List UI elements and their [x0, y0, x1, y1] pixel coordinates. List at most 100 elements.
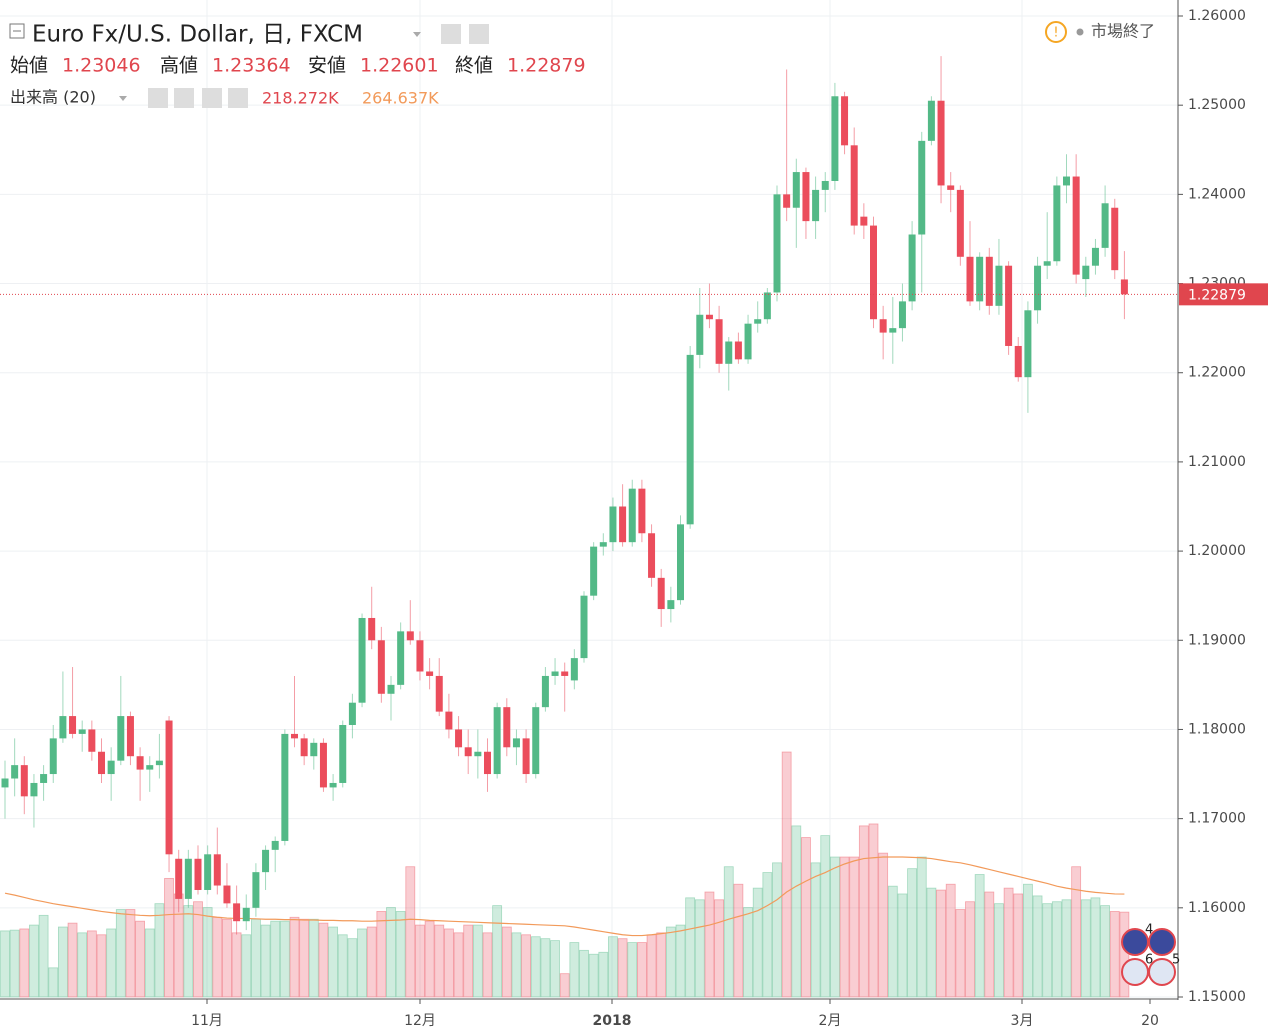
volume-bar	[299, 918, 310, 998]
y-tick-label: 1.22000	[1188, 365, 1246, 381]
volume-bar	[579, 949, 589, 998]
candle-body	[725, 341, 733, 364]
volume-bar	[762, 872, 773, 998]
candle-body	[638, 488, 646, 534]
volume-bar	[357, 928, 367, 998]
close-icon[interactable]	[228, 88, 248, 108]
ohlc-value: 1.22879	[507, 55, 586, 77]
candle-body	[541, 675, 549, 708]
candle-body	[493, 707, 501, 775]
x-tick-label: 2月	[819, 1013, 842, 1029]
volume-bar	[540, 938, 551, 998]
ohlc-value: 1.23046	[62, 55, 141, 77]
plus-icon[interactable]	[202, 88, 222, 108]
volume-bar	[945, 883, 956, 998]
eye-icon[interactable]	[148, 88, 168, 108]
volume-bar	[772, 862, 782, 998]
candle-body	[879, 319, 887, 333]
candle-body	[889, 328, 897, 333]
volume-bar	[453, 932, 464, 998]
candle-body	[368, 617, 376, 641]
volume-bar	[878, 852, 889, 998]
ohlc-value: 1.22601	[360, 55, 439, 77]
y-tick-label: 1.16000	[1188, 900, 1246, 916]
y-tick-label: 1.25000	[1188, 97, 1246, 113]
gear-icon[interactable]	[174, 88, 194, 108]
candle-body	[213, 854, 221, 886]
candle-body	[107, 760, 115, 775]
gear-icon[interactable]	[469, 24, 489, 44]
volume-bar	[154, 903, 165, 998]
status-dot	[1076, 28, 1084, 36]
event-count: 4	[1145, 923, 1153, 938]
candle-body	[744, 323, 752, 360]
eye-icon[interactable]	[441, 24, 461, 44]
last-price-label: 1.22879	[1188, 287, 1246, 303]
volume-bar	[115, 909, 126, 998]
volume-bar	[887, 885, 898, 998]
volume-bar	[637, 942, 647, 998]
candle-body	[455, 729, 463, 748]
candle-body	[136, 756, 144, 770]
y-tick-label: 1.24000	[1188, 186, 1246, 202]
candle-body	[1005, 265, 1013, 346]
y-tick-label: 1.18000	[1188, 721, 1246, 737]
volume-bar	[58, 926, 68, 998]
volume-bar	[434, 924, 445, 998]
candle-body	[194, 858, 202, 890]
dropdown-arrow[interactable]	[119, 96, 127, 101]
event-marker[interactable]	[1148, 958, 1176, 986]
volume-bar	[530, 936, 541, 998]
volume-bar	[704, 891, 715, 998]
volume-bar	[974, 874, 985, 998]
candle-body	[426, 671, 434, 676]
candle-body	[445, 711, 453, 730]
candle-body	[985, 256, 993, 306]
event-marker[interactable]	[1148, 928, 1176, 956]
volume-bar	[164, 877, 174, 998]
volume-bar	[1071, 866, 1082, 998]
volume-bar	[752, 887, 763, 998]
volume-bar	[405, 866, 416, 998]
x-tick-label: 20	[1141, 1013, 1159, 1029]
volume-bar	[714, 899, 724, 998]
volume-bar	[965, 901, 975, 998]
candle-body	[908, 234, 916, 302]
volume-bar	[1090, 897, 1101, 998]
candle-body	[11, 765, 19, 779]
candle-body	[705, 314, 713, 320]
candle-body	[870, 225, 877, 320]
volume-bar	[183, 905, 194, 998]
ohlc-label: 始値	[10, 55, 48, 77]
volume-bar	[395, 911, 406, 998]
collapse-icon[interactable]	[9, 23, 25, 39]
y-tick-label: 1.15000	[1188, 989, 1246, 1005]
candle-body	[648, 533, 656, 578]
candle-body	[696, 314, 704, 355]
volume-ma-line	[4, 856, 1125, 937]
volume-value: 218.272K	[262, 89, 339, 108]
ma-value: 264.637K	[362, 89, 439, 108]
candle-body	[175, 858, 183, 899]
candle-body	[329, 782, 337, 788]
volume-bar	[86, 930, 97, 998]
volume-bar	[743, 907, 753, 998]
candle-body	[773, 194, 781, 293]
header: Euro Fx/U.S. Dollar, 日, FXCM ! 市場終了 出来高 …	[9, 21, 1155, 108]
candle-body	[262, 849, 270, 873]
volume-bar	[1003, 887, 1014, 998]
volume-bar	[511, 932, 522, 998]
candle-body	[580, 595, 588, 659]
volume-bar	[646, 934, 657, 998]
volume-bar	[67, 922, 78, 998]
candle-body	[49, 738, 57, 775]
candle-body	[252, 872, 260, 908]
candle-body	[561, 671, 569, 676]
candle-body	[300, 738, 308, 757]
candle-body	[522, 738, 530, 775]
dropdown-arrow[interactable]	[413, 32, 421, 37]
volume-bar	[0, 930, 10, 998]
candle-body	[223, 885, 231, 904]
candle-body	[1120, 279, 1128, 295]
candle-body	[1082, 265, 1090, 280]
